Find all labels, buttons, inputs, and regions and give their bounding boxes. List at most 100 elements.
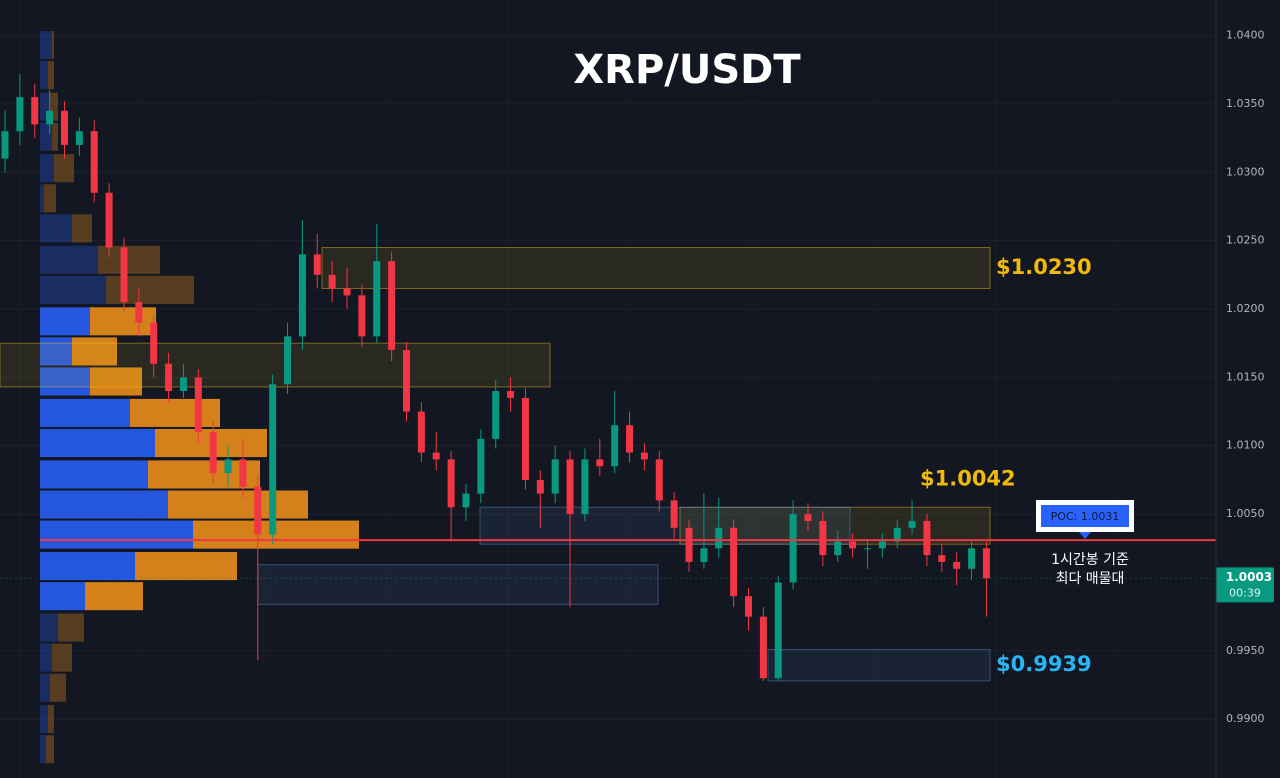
zone-box — [767, 648, 991, 682]
candle-body — [536, 479, 544, 494]
candle-body — [640, 452, 648, 460]
profile-buy-bar — [40, 92, 50, 121]
candle-body — [492, 391, 500, 439]
profile-buy-bar — [40, 337, 72, 366]
y-tick-label: 0.9950 — [1226, 644, 1265, 657]
poc-note: 최다 매물대 — [1056, 571, 1125, 587]
profile-buy-bar — [40, 643, 52, 672]
candle-body — [284, 336, 292, 385]
candle-body — [135, 302, 143, 323]
candle-body — [938, 555, 946, 562]
candle-body — [953, 561, 961, 569]
candle-body — [165, 363, 173, 392]
candle-body — [819, 520, 827, 556]
profile-sell-bar — [52, 31, 54, 60]
candle-body — [893, 527, 901, 542]
candle-body — [60, 110, 68, 145]
profile-sell-bar — [52, 122, 58, 151]
profile-buy-bar — [40, 184, 44, 213]
profile-buy-bar — [40, 154, 54, 183]
candle-body — [31, 97, 39, 125]
candles — [1, 73, 990, 681]
zones — [0, 246, 991, 682]
y-tick-label: 1.0150 — [1226, 370, 1265, 383]
profile-sell-bar — [48, 705, 54, 734]
candle-body — [878, 541, 886, 549]
profile-buy-bar — [40, 275, 106, 304]
y-tick-label: 1.0300 — [1226, 165, 1265, 178]
candle-body — [685, 527, 693, 562]
candle-body — [611, 425, 619, 467]
countdown-label: 00:39 — [1229, 586, 1261, 599]
candle-body — [417, 411, 425, 453]
profile-buy-bar — [40, 673, 50, 702]
profile-sell-bar — [106, 275, 194, 304]
profile-sell-bar — [58, 613, 84, 642]
candle-body — [402, 350, 410, 412]
zone-box — [321, 246, 991, 290]
profile-sell-bar — [135, 552, 237, 581]
y-tick-label: 1.0100 — [1226, 439, 1265, 452]
poc-label-box — [1041, 505, 1129, 527]
profile-buy-bar — [40, 214, 72, 243]
candle-body — [388, 261, 396, 351]
candle-body — [120, 247, 128, 303]
profile-buy-bar — [40, 245, 98, 274]
candle-body — [269, 384, 277, 535]
profile-buy-bar — [40, 490, 168, 519]
profile-buy-bar — [40, 582, 85, 611]
profile-sell-bar — [90, 307, 156, 336]
overlay: $1.0230 $1.0042 $0.9939 POC: 1.0031 1시간봉 기준최… — [0, 255, 1274, 676]
y-tick-label: 1.0400 — [1226, 29, 1265, 42]
candle-body — [863, 548, 871, 550]
profile-sell-bar — [98, 245, 160, 274]
candle-body — [774, 582, 782, 679]
profile-buy-bar — [40, 122, 52, 151]
profile-buy-bar — [40, 31, 52, 60]
vertical-grid — [19, 0, 1119, 778]
candle-body — [566, 459, 574, 515]
poc-note: 1시간봉 기준 — [1051, 552, 1129, 568]
zone-box — [257, 564, 659, 605]
candle-body — [789, 514, 797, 583]
candle-body — [75, 131, 83, 145]
profile-sell-bar — [48, 61, 54, 90]
profile-buy-bar — [40, 61, 48, 90]
candle-body — [343, 288, 351, 296]
profile-buy-bar — [40, 367, 90, 396]
candle-body — [179, 377, 187, 392]
profile-buy-bar — [40, 552, 135, 581]
candle-body — [581, 459, 589, 515]
candle-body — [1, 131, 9, 159]
candle-body — [655, 459, 663, 501]
profile-sell-bar — [168, 490, 308, 519]
candle-body — [224, 459, 232, 474]
candle-body — [849, 541, 857, 549]
candle-body — [462, 493, 470, 508]
candle-body — [670, 500, 678, 528]
profile-sell-bar — [44, 184, 56, 213]
y-tick-label: 0.9900 — [1226, 712, 1265, 725]
profile-sell-bar — [72, 337, 117, 366]
candle-body — [759, 616, 767, 679]
zone-box — [479, 506, 851, 545]
profile-buy-bar — [40, 520, 193, 549]
profile-sell-bar — [54, 154, 74, 183]
candle-body — [908, 520, 916, 528]
y-tick-label: 1.0200 — [1226, 302, 1265, 315]
profile-buy-bar — [40, 428, 155, 458]
zone-box — [0, 342, 551, 388]
candle-body — [16, 97, 24, 132]
candle-body — [90, 131, 98, 193]
candle-body — [313, 254, 321, 275]
profile-buy-bar — [40, 460, 148, 489]
zone-label: $1.0042 — [920, 466, 1016, 490]
y-tick-label: 1.0250 — [1226, 234, 1265, 247]
profile-sell-bar — [72, 214, 92, 243]
candle-body — [834, 541, 842, 556]
candle-body — [298, 254, 306, 337]
candle-body — [373, 261, 381, 337]
candle-body — [626, 425, 634, 453]
